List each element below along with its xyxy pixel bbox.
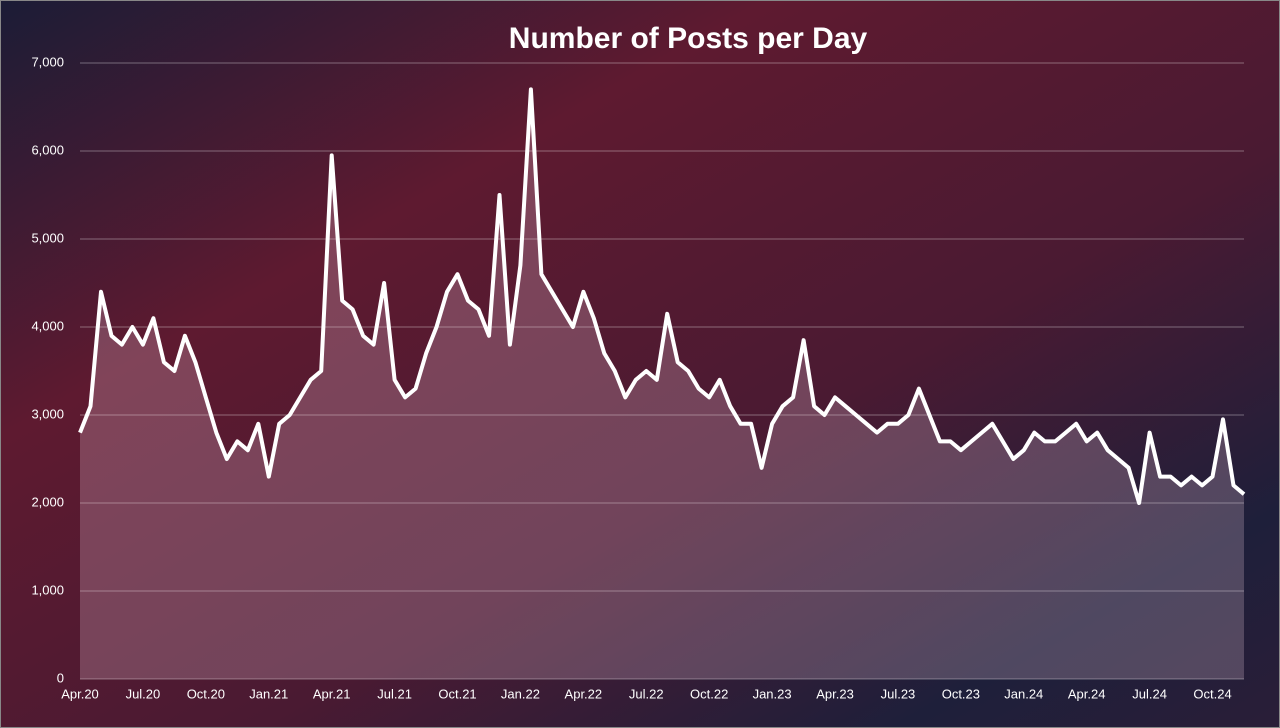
y-tick-label: 7,000 bbox=[31, 54, 64, 69]
x-tick-label: Apr.22 bbox=[565, 686, 603, 701]
line bbox=[78, 87, 1246, 505]
x-tick-label: Oct.22 bbox=[690, 686, 728, 701]
y-tick-label: 4,000 bbox=[31, 318, 64, 333]
x-tick-label: Jan.22 bbox=[501, 686, 540, 701]
x-tick-label: Oct.23 bbox=[942, 686, 980, 701]
y-tick-label: 6,000 bbox=[31, 142, 64, 157]
x-tick-label: Oct.24 bbox=[1193, 686, 1231, 701]
x-tick-label: Jul.20 bbox=[126, 686, 161, 701]
x-tick-label: Apr.23 bbox=[816, 686, 854, 701]
x-tick-label: Jul.23 bbox=[881, 686, 916, 701]
y-tick-label: 5,000 bbox=[31, 230, 64, 245]
x-tick-label: Apr.21 bbox=[313, 686, 351, 701]
chart-title: Number of Posts per Day bbox=[509, 22, 868, 55]
x-tick-label: Jan.23 bbox=[753, 686, 792, 701]
x-tick-label: Jul.21 bbox=[377, 686, 412, 701]
x-tick-label: Apr.20 bbox=[61, 686, 99, 701]
x-tick-label: Apr.24 bbox=[1068, 686, 1106, 701]
y-tick-label: 3,000 bbox=[31, 406, 64, 421]
area bbox=[80, 89, 1244, 679]
x-tick-label: Jan.21 bbox=[249, 686, 288, 701]
x-tick-label: Jul.22 bbox=[629, 686, 664, 701]
y-tick-label: 2,000 bbox=[31, 494, 64, 509]
y-tick-label: 0 bbox=[57, 670, 64, 685]
x-tick-label: Oct.21 bbox=[438, 686, 476, 701]
x-tick-label: Oct.20 bbox=[187, 686, 225, 701]
x-tick-label: Jan.24 bbox=[1004, 686, 1043, 701]
y-tick-label: 1,000 bbox=[31, 582, 64, 597]
x-tick-label: Jul.24 bbox=[1132, 686, 1167, 701]
